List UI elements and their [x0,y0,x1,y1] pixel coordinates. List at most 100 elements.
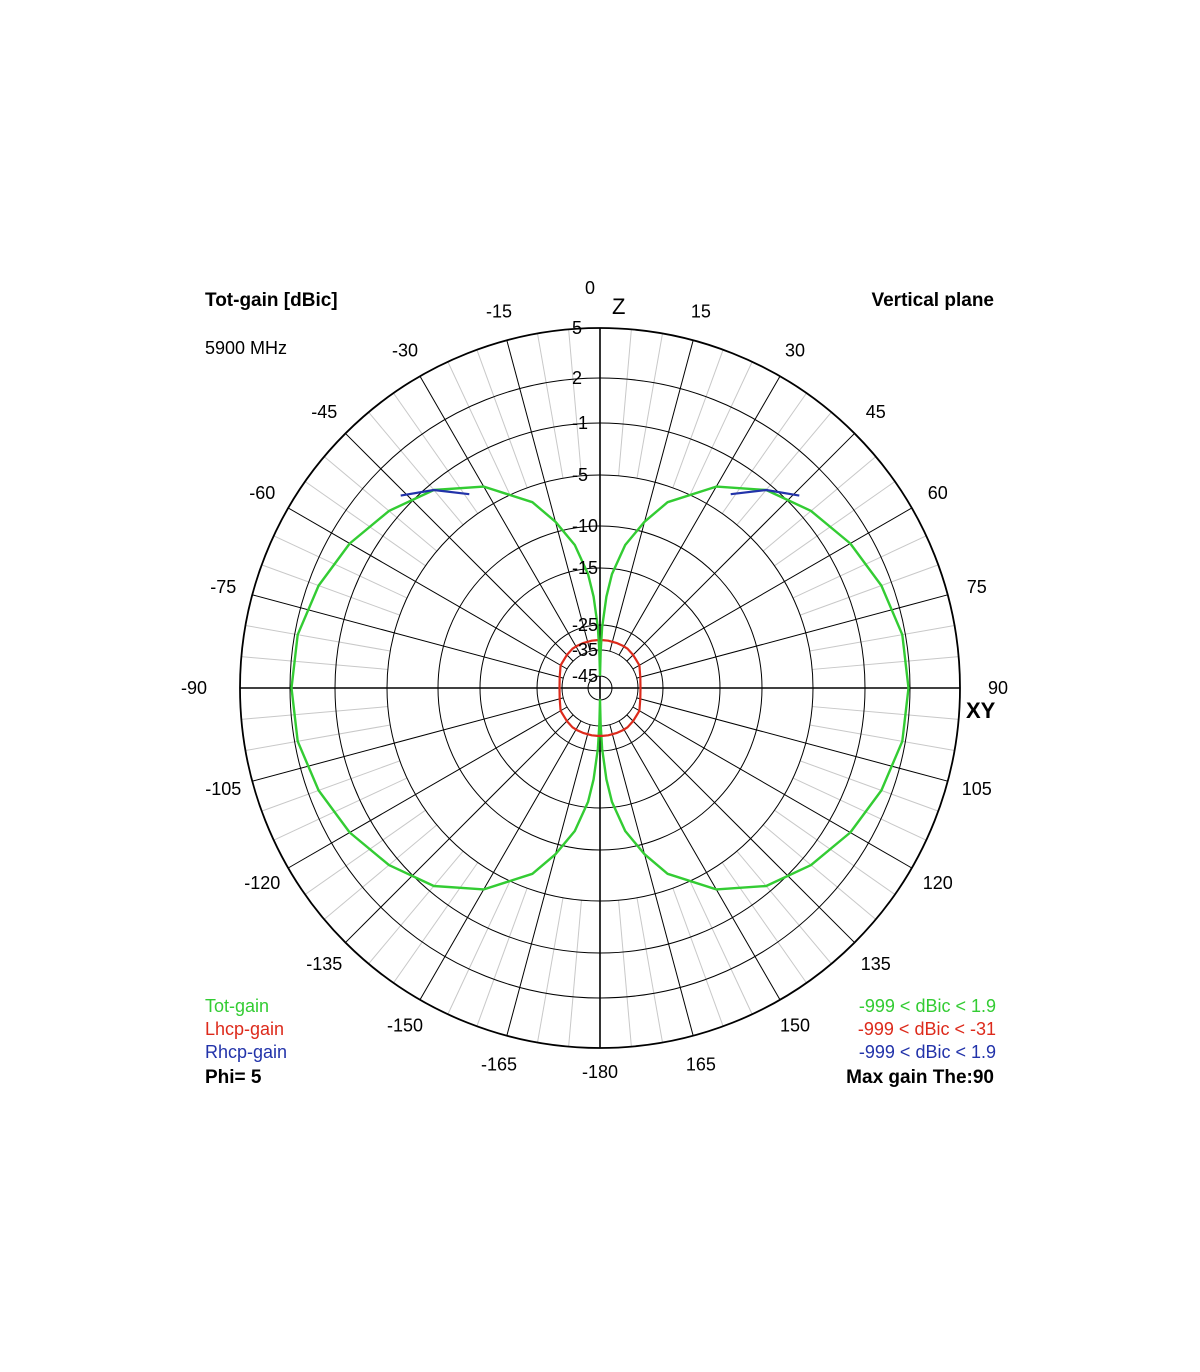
quantity-label: Tot-gain [dBic] [205,290,338,311]
fine-spoke [368,411,464,526]
major-spoke [287,706,568,869]
fine-spoke [736,411,832,526]
major-spoke [636,594,948,679]
major-spoke [345,714,574,943]
grid-ring [479,567,721,809]
legend-tot-gain: Tot-gain [205,996,270,1016]
fine-spoke [636,333,664,479]
major-spoke [506,340,591,652]
angle-tick-label: 135 [861,954,891,974]
fine-spoke [241,706,388,720]
series-rhcp-gain-3 [400,488,470,497]
radial-tick-label: -15 [572,558,598,578]
fine-spoke [799,564,939,616]
major-spoke [626,433,855,662]
plane-label: Vertical plane [871,290,994,311]
grid-ring [386,474,814,902]
fine-spoke [721,862,807,984]
fine-spoke [536,897,564,1043]
radial-tick-label: 5 [572,318,582,338]
angle-tick-label: -180 [582,1062,618,1082]
range-tot-gain: -999 < dBic < 1.9 [858,996,996,1016]
series-rhcp-gain-2 [730,488,800,497]
angle-tick-label: 90 [988,678,1008,698]
tick-labels: 0 15 30 45 60 75 90 105 120 135 150 165 -180 -165 -150… [181,278,1008,1082]
angle-tick-label: 75 [967,577,987,597]
fine-spoke [809,724,955,752]
fine-spoke [323,824,438,920]
fine-grid [241,329,959,1047]
radial-tick-label: -1 [572,413,588,433]
angle-tick-label: -165 [481,1055,517,1075]
fine-spoke [799,760,939,812]
grid-ring [536,624,664,752]
fine-spoke [774,809,896,895]
fine-spoke [304,481,426,567]
angle-tick-label: -15 [486,301,512,321]
frequency-label: 5900 MHz [205,338,288,358]
angle-tick-label: -60 [249,483,275,503]
fine-spoke [447,880,511,1015]
angle-tick-label: 45 [866,402,886,422]
major-spoke [419,720,582,1001]
axis-label-z: Z [612,294,625,319]
fine-spoke [447,361,511,496]
angle-tick-label: 15 [691,301,711,321]
grid-ring [334,422,866,954]
angle-tick-label: -45 [311,402,337,422]
angle-tick-label: 60 [928,483,948,503]
angle-tick-label: -135 [306,954,342,974]
radial-tick-label: 2 [572,368,582,388]
fine-spoke [368,850,464,965]
major-spoke [632,706,913,869]
fine-spoke [736,850,832,965]
legend-rhcp-gain: Rhcp-gain [205,1042,288,1062]
major-spoke [609,340,694,652]
angle-tick-label: -105 [205,779,241,799]
fine-spoke [618,329,632,476]
major-spoke [626,714,855,943]
fine-spoke [774,481,896,567]
angle-tick-label: 150 [780,1016,810,1036]
angle-tick-label: 165 [686,1055,716,1075]
fine-spoke [273,535,408,599]
fine-spoke [241,656,388,670]
fine-spoke [568,329,582,476]
fine-spoke [261,760,401,812]
axis-label-xy: XY [966,698,996,723]
max-gain-label: Max gain The:90 [846,1067,994,1088]
angle-tick-label: -75 [210,577,236,597]
radial-tick-label: -25 [572,615,598,635]
gain-traces [290,485,910,891]
radial-tick-label: -5 [572,465,588,485]
fine-spoke [568,900,582,1047]
fine-spoke [618,900,632,1047]
fine-spoke [812,656,959,670]
fine-spoke [261,564,401,616]
major-spoke [636,697,948,782]
major-spoke [609,724,694,1036]
fine-spoke [273,777,408,841]
major-spoke [287,507,568,670]
phi-label: Phi= 5 [205,1067,262,1088]
fine-spoke [689,361,753,496]
range-rhcp-gain: -999 < dBic < 1.9 [858,1042,996,1062]
angle-tick-label: 0 [585,278,595,298]
angle-tick-label: -90 [181,678,207,698]
fine-spoke [393,862,479,984]
major-spoke [419,375,582,656]
fine-spoke [792,777,927,841]
major-spoke [252,594,564,679]
major-spoke [345,433,574,662]
angle-tick-label: 30 [785,340,805,360]
legend-lhcp-gain: Lhcp-gain [205,1019,285,1039]
radial-tick-label: -45 [572,666,598,686]
fine-spoke [304,809,426,895]
angle-tick-label: -120 [244,873,280,893]
fine-spoke [245,724,391,752]
fine-spoke [812,706,959,720]
series-lhcp-gain-1 [558,639,642,737]
fine-spoke [476,887,528,1027]
major-spoke [618,720,781,1001]
